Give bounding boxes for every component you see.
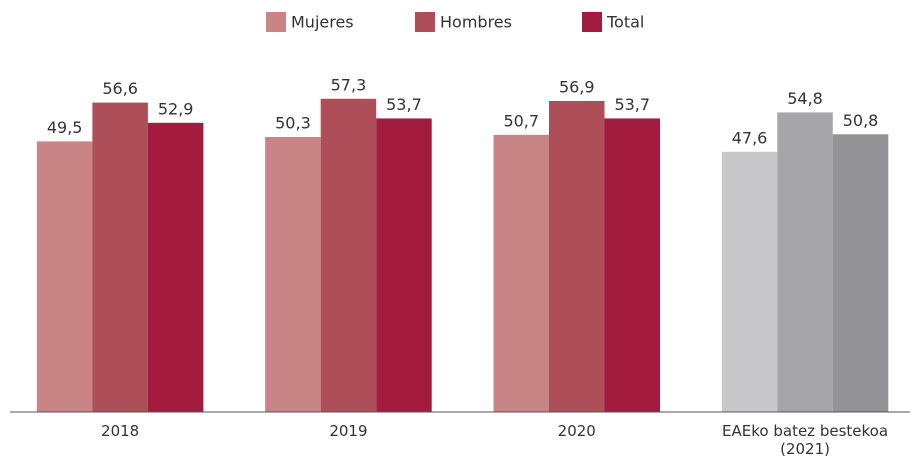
value-label: 53,7 xyxy=(386,95,422,114)
value-label: 47,6 xyxy=(732,128,768,147)
bar xyxy=(832,134,889,412)
legend-label: Mujeres xyxy=(291,13,354,32)
bar xyxy=(376,118,432,412)
bar xyxy=(549,100,605,413)
value-label: 56,9 xyxy=(559,77,595,96)
value-label: 49,5 xyxy=(47,118,83,137)
bar xyxy=(604,118,660,412)
value-label: 50,3 xyxy=(275,114,311,133)
value-label: 50,7 xyxy=(503,111,539,130)
legend-swatch xyxy=(266,12,286,32)
x-tick-label: 2020 xyxy=(557,422,596,440)
value-label: 50,8 xyxy=(843,111,879,130)
bar xyxy=(147,122,204,413)
bar xyxy=(493,134,549,412)
legend-label: Total xyxy=(606,13,644,32)
x-tick-label: EAEko batez bestekoa (2021) xyxy=(722,422,889,458)
x-tick-label: 2019 xyxy=(329,422,368,440)
bar xyxy=(320,98,377,412)
bar xyxy=(92,102,148,412)
value-label: 56,6 xyxy=(102,79,138,98)
legend-label: Hombres xyxy=(440,13,512,32)
legend-swatch xyxy=(582,12,602,32)
bar xyxy=(36,141,93,412)
value-label: 53,7 xyxy=(614,95,650,114)
bar xyxy=(265,137,321,412)
value-label: 57,3 xyxy=(331,75,367,94)
bar xyxy=(721,151,778,412)
legend-swatch xyxy=(415,12,435,32)
bar xyxy=(777,112,833,412)
value-label: 52,9 xyxy=(158,99,194,118)
value-label: 54,8 xyxy=(787,89,823,108)
x-tick-label: 2018 xyxy=(101,422,140,440)
